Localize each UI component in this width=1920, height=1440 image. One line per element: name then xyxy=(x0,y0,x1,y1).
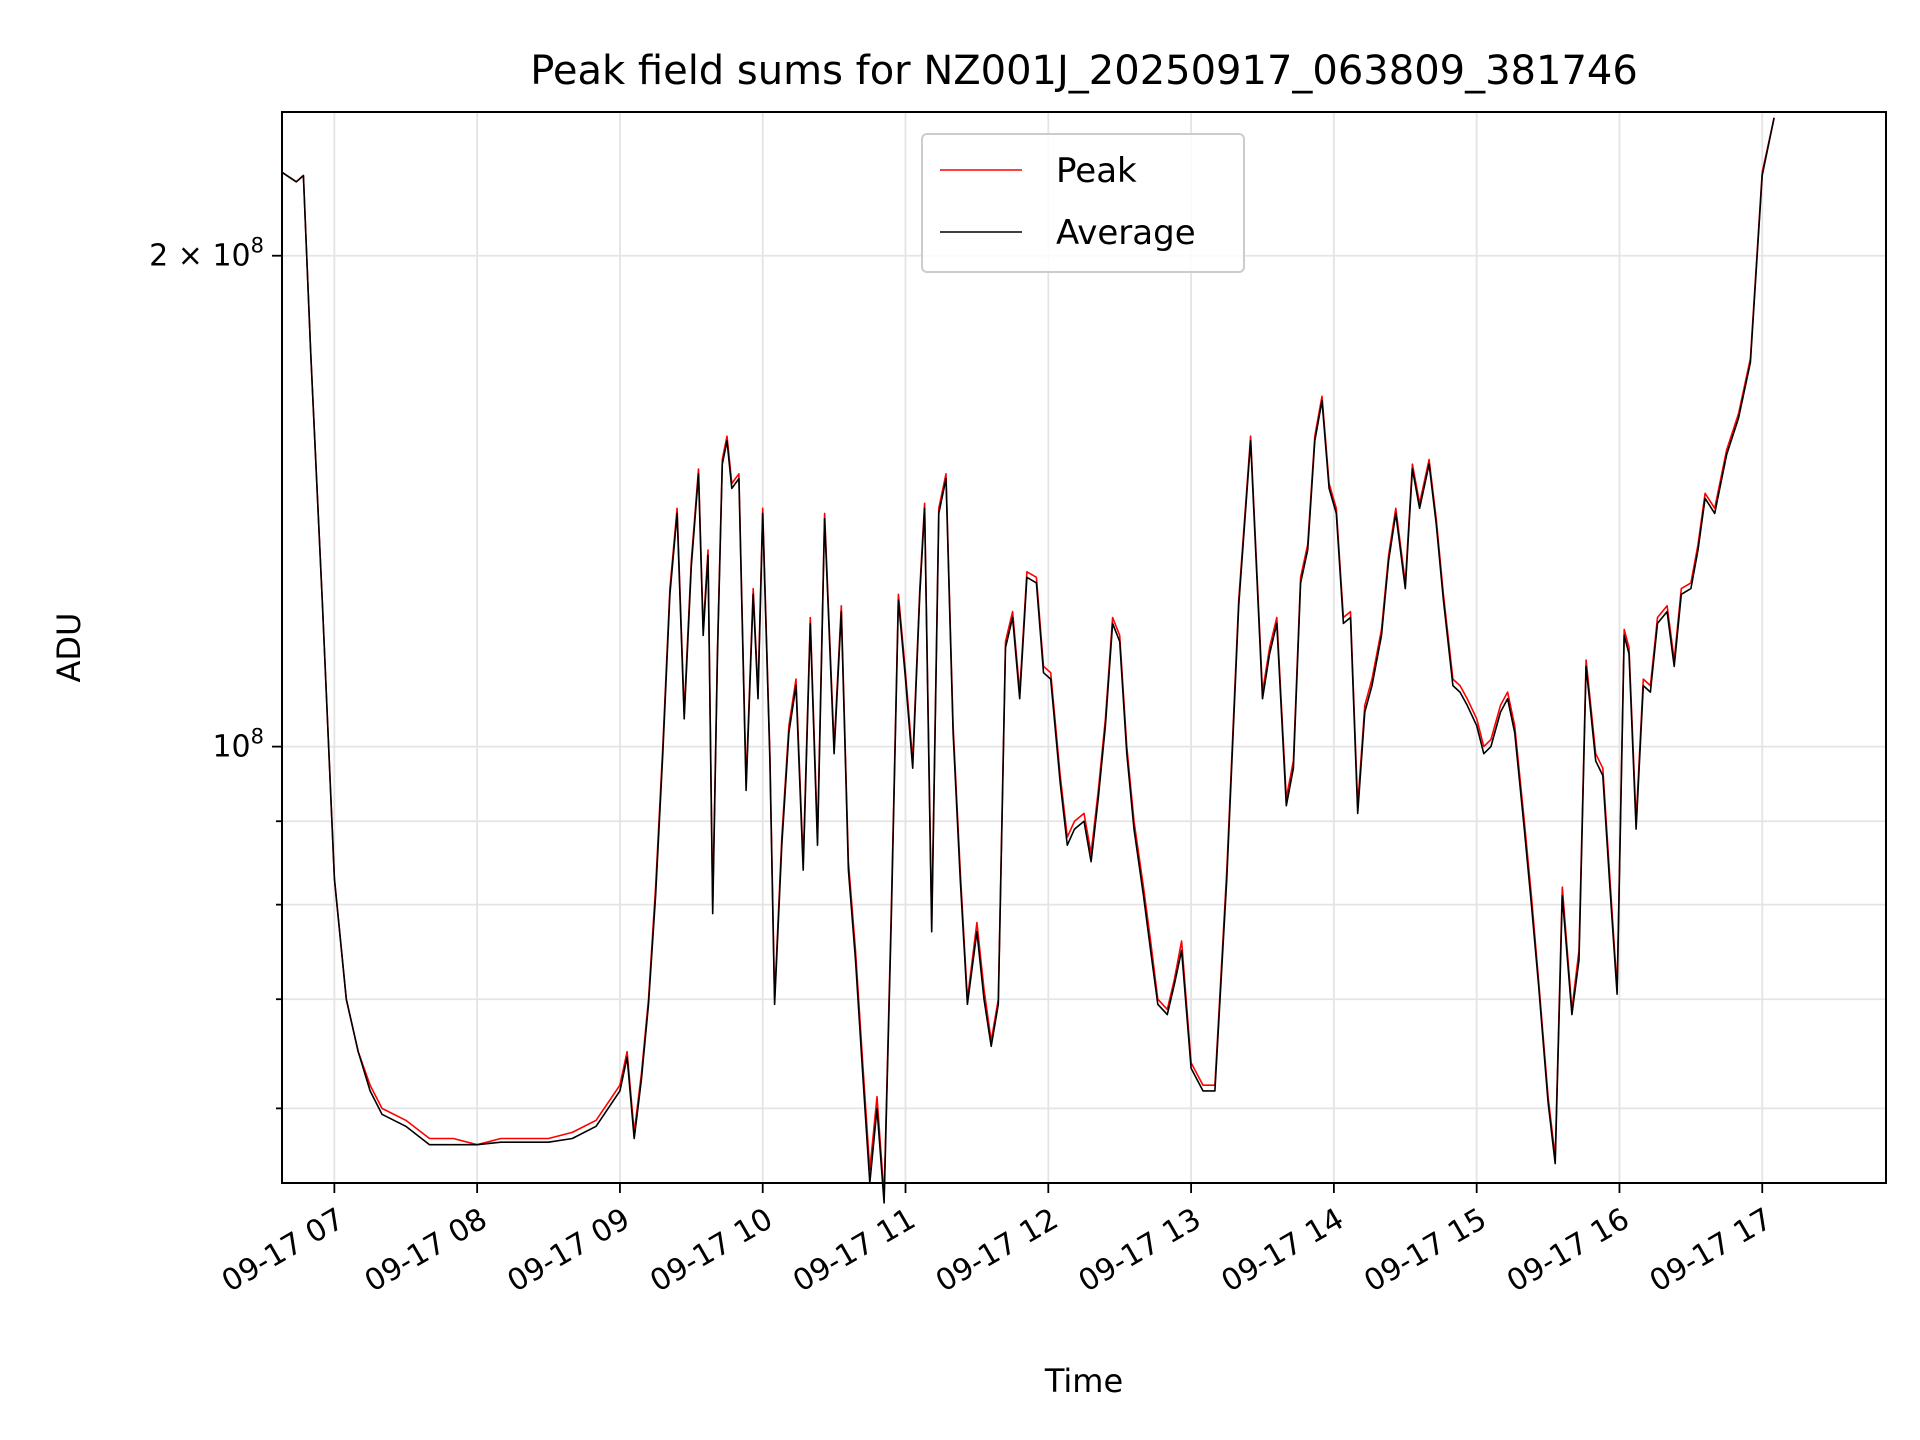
y-tick-label: 108 xyxy=(212,725,264,765)
legend-label-average: Average xyxy=(1056,213,1196,253)
x-tick-label: 09-17 12 xyxy=(930,1202,1064,1300)
plot-area xyxy=(281,111,1887,1184)
x-tick-label: 09-17 14 xyxy=(1216,1202,1350,1300)
legend-label-peak: Peak xyxy=(1056,151,1137,191)
y-axis-title: ADU xyxy=(50,613,88,683)
chart-title: Peak field sums for NZ001J_20250917_0638… xyxy=(530,48,1638,94)
x-tick-label: 09-17 16 xyxy=(1501,1202,1635,1300)
x-tick-label: 09-17 10 xyxy=(644,1202,778,1300)
x-axis-title: Time xyxy=(1044,1362,1123,1400)
x-tick-label: 09-17 11 xyxy=(787,1202,921,1300)
series-line-peak xyxy=(281,117,1775,1197)
legend-box xyxy=(921,133,1245,273)
y-tick-label: 2 × 108 xyxy=(149,234,264,274)
series-line-average xyxy=(281,117,1775,1204)
series-layer xyxy=(281,117,1775,1204)
x-tick-label: 09-17 08 xyxy=(359,1202,493,1300)
x-tick-label: 09-17 13 xyxy=(1073,1202,1207,1300)
x-tick-label: 09-17 17 xyxy=(1644,1202,1778,1300)
x-tick-label: 09-17 15 xyxy=(1358,1202,1492,1300)
axis-ticks: 09-17 07 09-17 08 09-17 09 09-17 10 09-17 11… xyxy=(149,234,1778,1300)
x-tick-label: 09-17 09 xyxy=(502,1202,636,1300)
legend: Peak Average xyxy=(921,133,1245,273)
x-tick-label: 09-17 07 xyxy=(216,1202,350,1300)
